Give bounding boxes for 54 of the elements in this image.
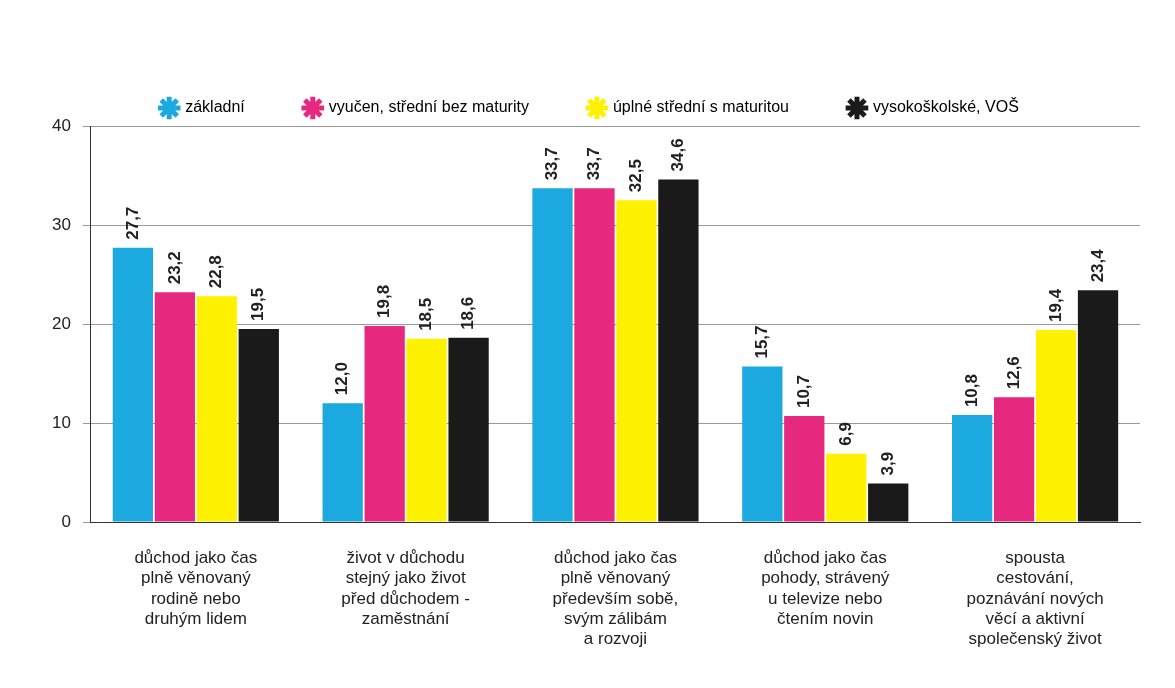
data-label: 10,7 [793,374,813,409]
data-label: 18,5 [416,297,436,331]
x-tick-label: život v důchodu stejný jako život před důchodem - zaměstnání [341,547,470,629]
bar [616,200,657,522]
bar [574,188,615,522]
bar [658,179,699,522]
data-label: 19,5 [248,287,268,321]
legend-label: základní [185,98,246,116]
bar [993,397,1035,522]
bar [1077,290,1119,522]
data-label: 6,9 [835,422,855,446]
bar [154,292,195,522]
x-tick-label: důchod jako čas plně věnovaný rodině nebo druhým lidem [134,547,258,629]
y-tick-label: 30 [51,214,71,234]
data-label: 34,6 [668,138,688,172]
data-label: 33,7 [542,147,562,181]
bar [322,403,363,522]
data-label: 12,6 [1003,356,1023,390]
bar [364,325,405,522]
data-label: 18,6 [458,296,478,330]
y-tick-label: 40 [51,115,71,135]
bar [1035,329,1077,522]
x-tick-label: důchod jako čas plně věnovaný především sobě, svým zálibám a rozvoji [552,547,679,649]
data-label: 15,7 [752,325,772,359]
y-tick-label: 0 [61,511,71,531]
data-label: 33,7 [584,147,604,181]
bar [238,328,279,522]
bar [196,296,237,522]
data-label: 22,8 [206,255,226,289]
data-label: 10,8 [961,373,981,408]
x-tick-label: spousta cestování, poznávání nových věcí a aktivní společenský život [966,547,1104,649]
data-label: 23,2 [164,251,184,285]
data-label: 12,0 [332,362,352,396]
x-tick-label: důchod jako čas pohody, strávený u televize nebo čtením novin [761,547,890,629]
legend-label: vysokoškolské, VOŠ [872,97,1019,116]
bar [112,247,154,522]
bar [406,338,447,522]
bar [952,415,993,522]
data-label: 19,8 [374,284,394,318]
legend-label: vyučen, střední bez maturity [328,98,529,116]
data-label: 32,5 [626,159,646,193]
y-tick-label: 10 [51,412,71,432]
y-tick-label: 20 [51,313,71,333]
bar [532,188,573,522]
bar [868,483,909,522]
data-label: 19,4 [1045,288,1065,322]
bar [784,416,825,522]
bar [826,453,867,522]
bar [742,366,783,522]
data-label: 27,7 [122,206,142,240]
data-label: 3,9 [877,451,897,476]
legend-label: úplné střední s maturitou [612,98,789,116]
bar [448,337,489,522]
data-label: 23,4 [1087,248,1107,283]
